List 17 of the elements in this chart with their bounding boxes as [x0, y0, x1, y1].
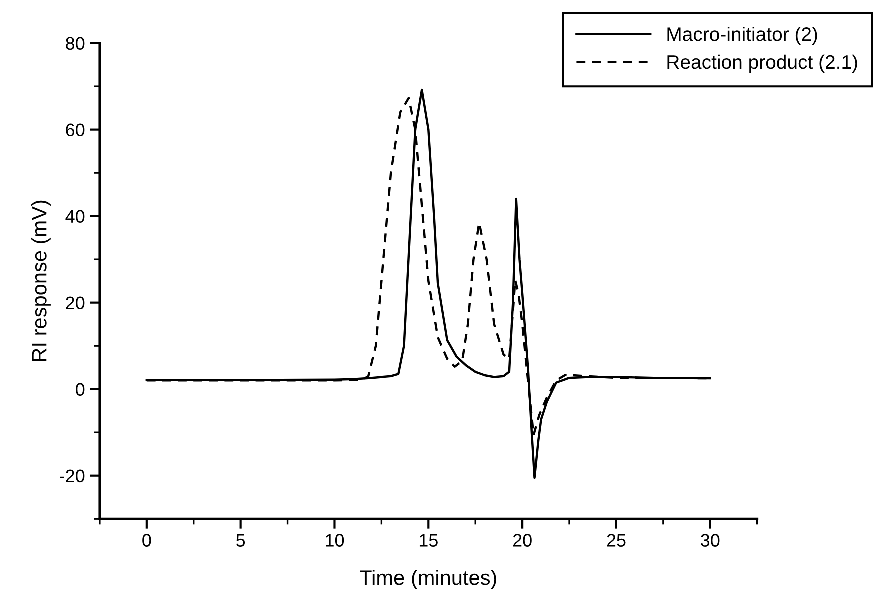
x-tick-label: 25 [607, 534, 626, 547]
x-tick-label: 15 [420, 534, 438, 547]
x-tick-label: 5 [236, 534, 246, 547]
x-tick-label: 0 [142, 534, 152, 547]
y-tick-label: 40 [66, 210, 85, 224]
x-tick-label: 10 [326, 534, 344, 547]
y-tick-label: 20 [66, 296, 85, 310]
legend-label: Reaction product (2.1) [668, 54, 858, 74]
y-tick-label: 60 [66, 124, 85, 137]
x-tick-label: 20 [513, 534, 532, 547]
y-tick-label: 0 [76, 383, 85, 396]
y-tick-label: -20 [60, 470, 85, 483]
x-tick-label: 30 [701, 534, 720, 547]
y-tick-label: 80 [66, 37, 85, 50]
x-axis-title: Time (minutes) [360, 570, 496, 590]
legend-label: Macro-initiator (2) [668, 27, 818, 46]
y-axis-title: RI response (mV) [32, 200, 51, 362]
